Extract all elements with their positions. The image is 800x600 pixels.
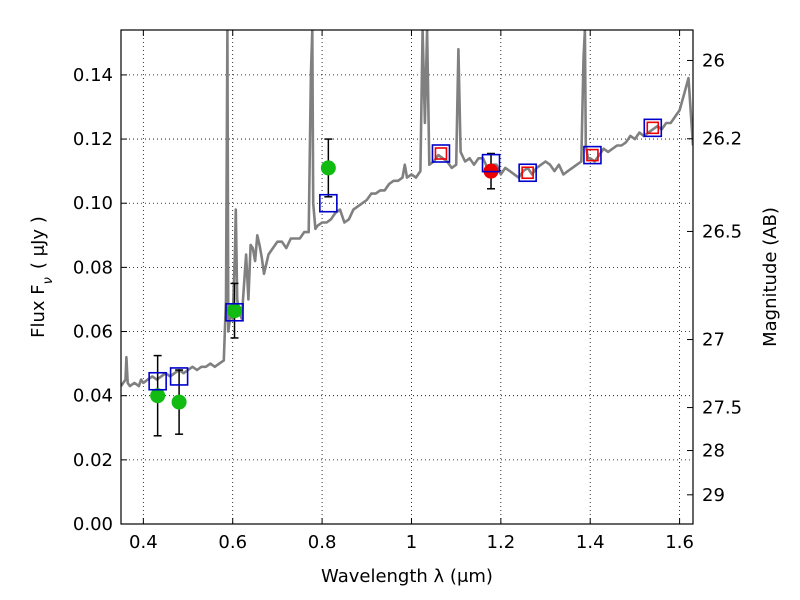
- x-axis-title: Wavelength λ (μm): [321, 566, 493, 587]
- y-axis-title: Flux Fν ( μJy ): [28, 216, 56, 338]
- x-tick-label: 0.8: [308, 532, 337, 553]
- y-tick-label: 0.00: [73, 514, 113, 535]
- y-tick-label: 0.10: [73, 193, 113, 214]
- y2-tick-label: 26.5: [702, 221, 742, 242]
- model-band-square: [481, 153, 501, 173]
- x-tick-label: 1.6: [665, 532, 694, 553]
- y-tick-label: 0.12: [73, 129, 113, 150]
- x-tick-label: 0.4: [129, 532, 158, 553]
- points-layer: [148, 118, 663, 437]
- y-tick-label: 0.08: [73, 257, 113, 278]
- y-axis-title-unit: ( μJy ): [28, 216, 49, 269]
- model-band-inner-square: [434, 147, 448, 160]
- y2-axis-title: Magnitude (AB): [760, 207, 781, 347]
- model-band-square: [169, 367, 189, 386]
- y2-tick-label: 27.5: [702, 398, 742, 419]
- y-tick-label: 0.02: [73, 450, 113, 471]
- data-point-circle: [227, 303, 243, 319]
- model-band-inner-square: [646, 121, 660, 135]
- y2-tick-label: 26: [702, 50, 725, 71]
- x-tick-label: 1.2: [487, 532, 516, 553]
- model-band-square: [518, 163, 537, 183]
- y2-tick-label: 29: [702, 485, 725, 506]
- x-tick-label: 0.6: [218, 532, 247, 553]
- y2-tick-label: 26.2: [702, 129, 742, 150]
- spectrum-layer: [121, 30, 693, 388]
- model-band-square: [148, 371, 167, 391]
- plot-frame: [120, 29, 694, 525]
- y-tick-label: 0.14: [73, 65, 113, 86]
- model-band-inner-square: [586, 148, 599, 162]
- y2-tick-label: 28: [702, 441, 725, 462]
- y2-tick-label: 27: [702, 330, 725, 351]
- data-point-circle: [150, 388, 166, 404]
- spectrum-line: [121, 30, 693, 388]
- model-band-square: [431, 144, 451, 163]
- x-tick-label: 1: [406, 532, 417, 553]
- tick-layer: 0.4 0.6 0.8 1 1.2 1.4 1.6 0.00 0.02 0.04 0.06 0.08 0…: [73, 30, 742, 553]
- data-point-circle: [320, 160, 336, 176]
- model-band-square: [643, 118, 663, 138]
- model-band-square: [225, 302, 244, 322]
- x-tick-label: 1.4: [576, 532, 605, 553]
- data-point-circle: [171, 394, 187, 410]
- y-tick-label: 0.04: [73, 386, 113, 407]
- y-axis-title-sub: ν: [41, 277, 56, 284]
- model-band-inner-square: [521, 166, 534, 180]
- model-band-square: [583, 145, 602, 165]
- model-band-square: [319, 193, 338, 213]
- y-axis-title-main: Flux F: [28, 284, 49, 338]
- grid: [121, 30, 693, 524]
- y-tick-label: 0.06: [73, 322, 113, 343]
